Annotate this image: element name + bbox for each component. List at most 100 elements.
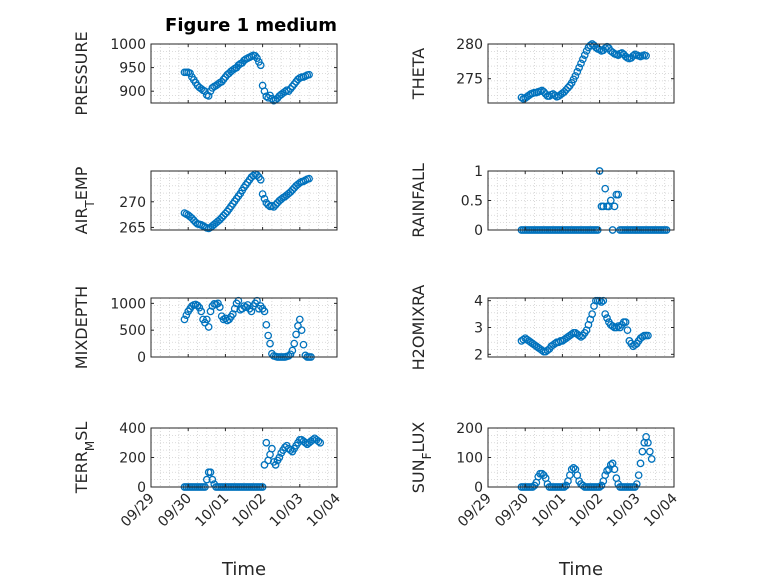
y-tick-label: 2 [474, 347, 483, 363]
subplot-theta: 275 280 THETA [409, 37, 675, 104]
data-point [297, 326, 306, 335]
data-point [551, 91, 559, 100]
data-point [316, 438, 325, 447]
data-point [260, 307, 269, 316]
series-markers [517, 40, 650, 103]
data-point [601, 310, 610, 318]
data-point [597, 298, 606, 306]
y-tick-label: 200 [119, 451, 146, 467]
data-point [601, 471, 610, 480]
data-point [644, 438, 652, 447]
y-axis-label: THETA [409, 48, 428, 100]
data-point [603, 314, 611, 322]
series-markers [180, 51, 313, 105]
subplot-h2omixra: 2 3 4 H2OMIXRA [409, 285, 675, 371]
y-tick-label: 500 [119, 323, 146, 339]
data-point [610, 465, 619, 474]
data-point [256, 61, 265, 70]
data-point [644, 331, 652, 340]
subplot-airtemp: 265 270 AIRTEMP [72, 166, 338, 236]
data-point [286, 350, 295, 359]
data-point [623, 326, 632, 335]
data-point [186, 69, 194, 78]
y-axis-label: AIRTEMP [72, 166, 97, 234]
y-tick-label: 0 [474, 480, 483, 496]
data-point [288, 346, 297, 355]
data-point [569, 463, 578, 472]
data-point [614, 51, 623, 59]
data-point [260, 461, 269, 469]
data-point [206, 468, 215, 477]
data-point [606, 196, 615, 205]
data-point [636, 459, 645, 468]
data-point [621, 318, 630, 326]
data-point [606, 461, 615, 469]
data-point [601, 184, 610, 193]
y-axis-label: PRESSURE [72, 31, 91, 115]
data-point [305, 174, 313, 183]
data-point [595, 296, 604, 305]
subplot-mixdepth: 0 500 1000 MIXDEPTH [72, 286, 338, 369]
data-point [180, 315, 189, 324]
data-point [208, 475, 217, 484]
subplot-pressure: 900 950 1000 PRESSURE [72, 31, 338, 116]
data-point [193, 301, 202, 310]
y-axis-label: MIXDEPTH [72, 286, 91, 369]
y-tick-label: 100 [456, 451, 483, 467]
data-point [538, 469, 546, 478]
data-point [292, 330, 300, 339]
data-point [253, 171, 261, 179]
data-point [215, 303, 224, 311]
data-point [253, 296, 261, 305]
y-tick-label: 1000 [110, 296, 146, 312]
data-point [284, 352, 293, 360]
data-point [605, 465, 613, 474]
data-point [638, 447, 647, 456]
axes-box [150, 170, 338, 231]
data-point [517, 93, 526, 102]
y-tick-label: 900 [119, 84, 146, 100]
data-point [545, 92, 554, 100]
data-point [290, 339, 299, 348]
data-point [599, 296, 608, 305]
data-point [268, 94, 276, 103]
data-point [305, 70, 313, 79]
y-tick-label: 275 [456, 72, 483, 88]
data-point [202, 315, 211, 324]
data-point [642, 51, 650, 60]
data-point [634, 471, 643, 480]
data-point [541, 90, 550, 98]
y-tick-label: 0.5 [461, 194, 483, 210]
axes-box [150, 43, 338, 104]
data-point [577, 59, 585, 68]
data-point [645, 447, 654, 456]
data-point [629, 51, 637, 60]
data-point [573, 67, 582, 76]
data-point [597, 481, 606, 490]
data-point [234, 296, 243, 305]
data-point [204, 92, 213, 100]
x-axis-label: Time [221, 559, 266, 580]
data-point [286, 446, 295, 454]
axes-box [487, 43, 675, 104]
y-tick-label: 950 [119, 61, 146, 77]
y-tick-label: 280 [456, 37, 483, 53]
data-point [599, 202, 608, 211]
y-tick-label: 4 [474, 294, 483, 310]
data-point [275, 453, 284, 462]
data-point [538, 346, 546, 355]
y-tick-label: 0 [137, 350, 146, 366]
data-point [603, 466, 611, 475]
data-point [610, 202, 619, 211]
series-markers [180, 170, 313, 233]
data-point [647, 455, 656, 463]
data-point [204, 323, 213, 331]
data-point [562, 481, 570, 490]
data-point [202, 475, 211, 484]
y-axis-label: H2OMIXRA [409, 285, 428, 371]
data-point [564, 83, 572, 92]
data-point [614, 322, 623, 331]
data-point [575, 63, 583, 72]
data-point [262, 320, 271, 329]
